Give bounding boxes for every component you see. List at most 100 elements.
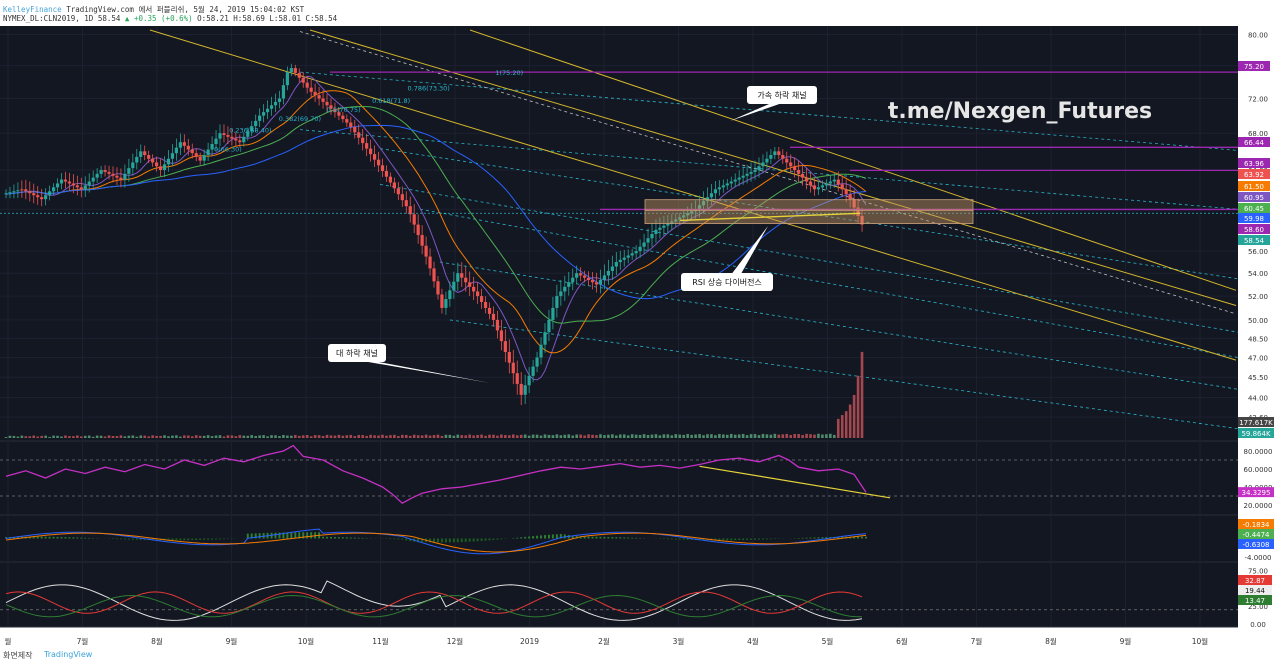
candle-body — [678, 217, 682, 220]
candle-body — [412, 214, 416, 225]
macd-histogram-bar — [294, 532, 297, 539]
volume-bar — [305, 435, 309, 438]
macd-histogram-bar — [452, 538, 455, 543]
macd-histogram-bar — [421, 538, 424, 543]
macd-histogram-bar — [326, 536, 329, 539]
candle-body — [789, 162, 793, 167]
price-axis-label: 47.00 — [1248, 354, 1268, 362]
volume-bar — [420, 435, 424, 438]
macd-histogram-bar — [40, 536, 43, 539]
candle-body — [309, 87, 313, 92]
macd-histogram-bar — [472, 538, 475, 542]
volume-bar — [825, 434, 828, 438]
volume-bar — [504, 435, 507, 438]
volume-bar — [143, 435, 147, 438]
ohlc-values: O:58.21 H:58.69 L:58.01 C:58.54 — [197, 14, 338, 23]
time-axis-label: 10월 — [1192, 636, 1209, 646]
macd-histogram-bar — [195, 538, 198, 541]
candle-body — [804, 177, 809, 182]
volume-bar — [722, 434, 725, 438]
macd-histogram-bar — [333, 537, 336, 539]
fib-level-label: 0(66.30) — [214, 146, 242, 154]
candle-body — [317, 95, 321, 99]
chart-header: KelleyFinance TradingView.com 에서 퍼블리쉬, 5… — [0, 0, 1280, 26]
volume-bar — [646, 434, 650, 438]
candle-body — [301, 77, 305, 83]
candle-body — [79, 187, 83, 190]
candle-body — [812, 185, 817, 190]
candle-body — [325, 101, 329, 106]
volume-bar — [706, 434, 709, 438]
candle-body — [658, 227, 662, 230]
candle-body — [606, 270, 610, 276]
macd-histogram-bar — [805, 537, 808, 539]
volume-bar — [805, 433, 808, 438]
candle-body — [158, 166, 163, 171]
macd-histogram-bar — [171, 538, 174, 541]
annotation-box — [747, 86, 817, 104]
volume-bar — [8, 435, 12, 438]
macd-histogram-bar — [36, 536, 39, 539]
macd-histogram-bar — [417, 538, 420, 542]
candle-body — [210, 144, 214, 150]
macd-histogram-bar — [187, 538, 190, 541]
macd-histogram-bar — [199, 538, 202, 540]
volume-bar — [694, 434, 697, 438]
candle-body — [230, 136, 234, 139]
volume-bar — [32, 435, 36, 438]
candle-body — [487, 307, 492, 314]
volume-bar — [690, 434, 693, 438]
volume-bar — [860, 351, 864, 438]
candle-body — [460, 273, 464, 278]
macd-histogram-bar — [16, 536, 19, 539]
volume-bar — [749, 434, 753, 438]
macd-histogram-bar — [516, 537, 519, 539]
brand-name[interactable]: KelleyFinance — [3, 5, 62, 14]
macd-histogram-bar — [179, 538, 182, 541]
macd-histogram-bar — [607, 536, 610, 539]
candle-body — [448, 290, 452, 300]
macd-histogram-bar — [809, 537, 812, 539]
candle-body — [650, 234, 654, 239]
candle-body — [472, 286, 476, 292]
volume-bar — [611, 434, 614, 438]
macd-histogram-bar — [769, 538, 772, 540]
candle-body — [646, 238, 650, 243]
volume-bar — [678, 434, 682, 438]
macd-histogram-bar — [865, 536, 867, 539]
macd-value-tag — [1238, 529, 1274, 539]
candle-body — [670, 221, 674, 224]
volume-bar — [111, 435, 115, 438]
volume-bar — [737, 434, 741, 438]
volume-bar — [456, 434, 460, 438]
price-chart[interactable]: 80.0076.0072.0068.0064.0060.0056.0054.00… — [0, 26, 1280, 647]
volume-bar — [729, 433, 733, 438]
tradingview-logo[interactable]: TradingView — [44, 650, 93, 659]
candle-body — [59, 179, 64, 184]
time-axis-label: 6월 — [896, 636, 908, 646]
candle-body — [388, 176, 393, 183]
macd-histogram-bar — [444, 538, 447, 543]
candle-body — [777, 151, 781, 156]
fib-ray — [299, 71, 1239, 151]
macd-histogram-bar — [702, 538, 705, 541]
macd-histogram-bar — [183, 538, 186, 541]
volume-bar — [230, 435, 234, 438]
volume-bar — [840, 415, 844, 438]
rsi-axis-label: 60.0000 — [1244, 466, 1273, 474]
volume-bar — [202, 435, 206, 438]
macd-histogram-bar — [28, 536, 31, 539]
volume-bar — [401, 434, 404, 438]
volume-bar — [492, 434, 495, 438]
fib-level-label: 0.236(68.40) — [229, 127, 271, 135]
candle-body — [583, 275, 587, 278]
macd-histogram-bar — [151, 538, 154, 541]
macd-histogram-bar — [813, 537, 816, 539]
candle-body — [785, 158, 789, 163]
candle-body — [151, 158, 155, 163]
macd-histogram-bar — [60, 537, 63, 539]
price-level-tag — [1238, 235, 1270, 245]
price-level-tag — [1238, 137, 1270, 147]
macd-histogram-bar — [203, 538, 206, 540]
fib-ray — [419, 208, 1239, 358]
